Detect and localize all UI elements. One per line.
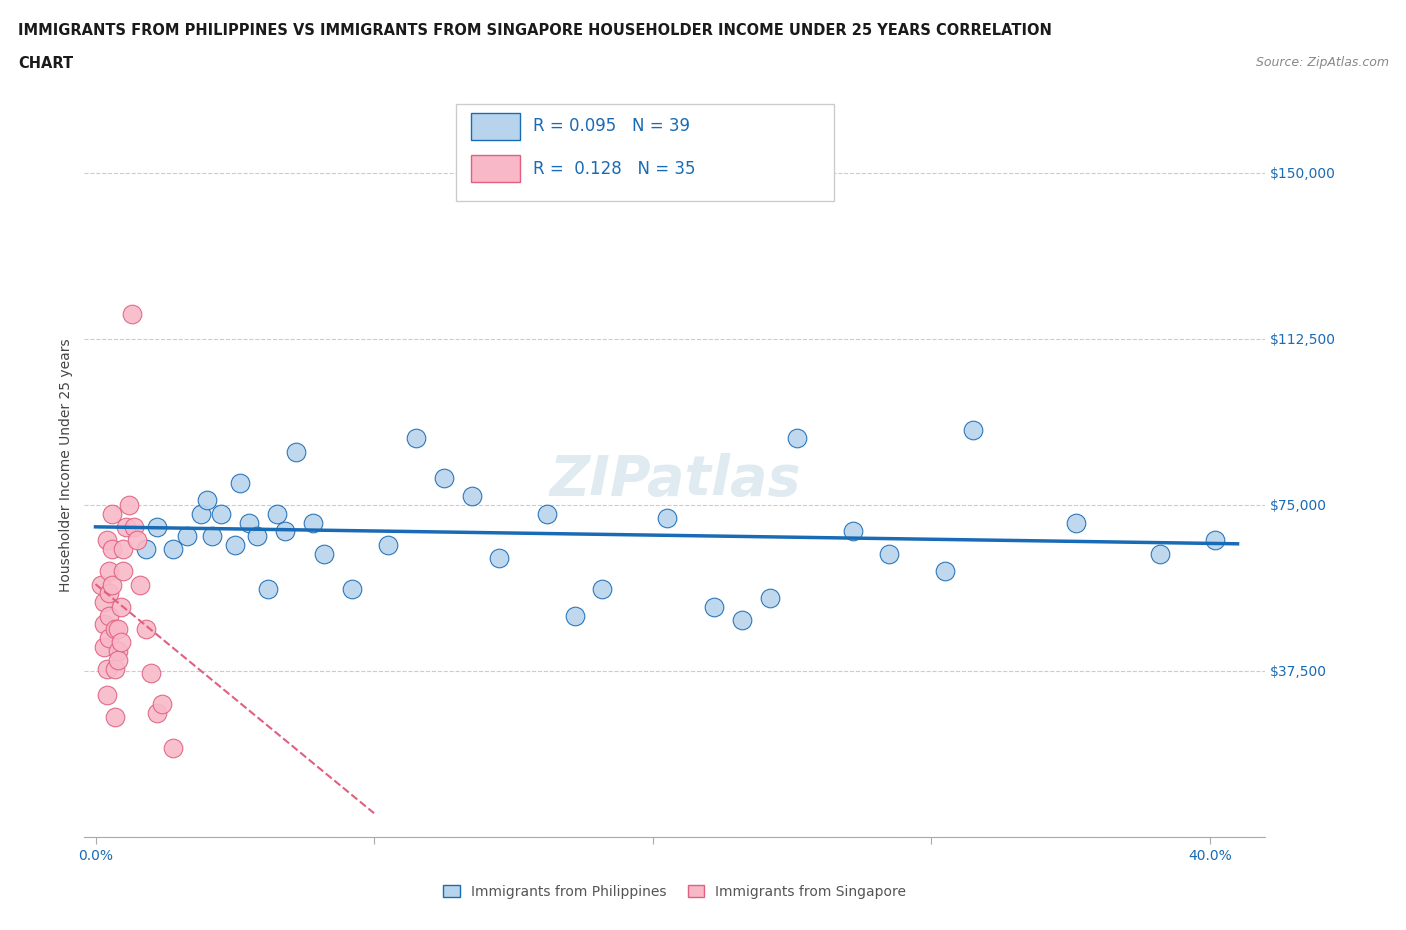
Point bbox=[266, 506, 288, 521]
Point bbox=[112, 541, 135, 556]
Point bbox=[104, 661, 127, 676]
Point bbox=[115, 520, 138, 535]
Point bbox=[460, 488, 482, 503]
Point bbox=[488, 551, 510, 565]
Point bbox=[93, 595, 115, 610]
Point bbox=[121, 307, 143, 322]
Point bbox=[93, 617, 115, 631]
Point bbox=[104, 710, 127, 724]
Point bbox=[962, 422, 984, 437]
Point bbox=[98, 631, 121, 645]
Text: Source: ZipAtlas.com: Source: ZipAtlas.com bbox=[1256, 56, 1389, 69]
Point bbox=[786, 431, 808, 445]
Point bbox=[104, 621, 127, 636]
Text: R = 0.095   N = 39: R = 0.095 N = 39 bbox=[533, 117, 690, 136]
Point bbox=[118, 498, 141, 512]
Text: ZIPatlas: ZIPatlas bbox=[550, 453, 800, 507]
Point bbox=[96, 533, 118, 548]
Point bbox=[285, 445, 308, 459]
Point bbox=[135, 541, 157, 556]
Point bbox=[433, 471, 456, 485]
Point bbox=[127, 533, 149, 548]
Point bbox=[731, 613, 754, 628]
Point bbox=[591, 581, 613, 596]
FancyBboxPatch shape bbox=[471, 155, 520, 182]
Point bbox=[162, 541, 184, 556]
Point bbox=[842, 524, 865, 538]
Point bbox=[101, 578, 124, 592]
Point bbox=[1149, 546, 1171, 561]
Point bbox=[101, 506, 124, 521]
Point bbox=[758, 591, 780, 605]
Point bbox=[879, 546, 901, 561]
Point bbox=[536, 506, 558, 521]
Point bbox=[201, 528, 224, 543]
Point bbox=[1204, 533, 1226, 548]
Point bbox=[209, 506, 232, 521]
Point bbox=[195, 493, 218, 508]
Point bbox=[124, 520, 146, 535]
Point bbox=[98, 564, 121, 578]
Point bbox=[312, 546, 335, 561]
Point bbox=[96, 661, 118, 676]
Point bbox=[107, 653, 129, 668]
Point bbox=[98, 608, 121, 623]
Point bbox=[110, 634, 132, 649]
Legend: Immigrants from Philippines, Immigrants from Singapore: Immigrants from Philippines, Immigrants … bbox=[437, 880, 912, 905]
Point bbox=[141, 666, 163, 681]
Point bbox=[96, 688, 118, 703]
Point bbox=[107, 644, 129, 658]
Point bbox=[274, 524, 297, 538]
Point bbox=[224, 538, 246, 552]
Text: IMMIGRANTS FROM PHILIPPINES VS IMMIGRANTS FROM SINGAPORE HOUSEHOLDER INCOME UNDE: IMMIGRANTS FROM PHILIPPINES VS IMMIGRANT… bbox=[18, 23, 1052, 38]
Point bbox=[93, 639, 115, 654]
Point bbox=[146, 520, 169, 535]
Point bbox=[340, 581, 363, 596]
Point bbox=[1064, 515, 1087, 530]
Point bbox=[655, 511, 678, 525]
Point bbox=[190, 506, 212, 521]
Point bbox=[110, 599, 132, 614]
Point bbox=[146, 706, 169, 721]
Point bbox=[107, 621, 129, 636]
Point bbox=[564, 608, 586, 623]
Text: R =  0.128   N = 35: R = 0.128 N = 35 bbox=[533, 160, 696, 178]
Point bbox=[98, 586, 121, 601]
Point bbox=[162, 741, 184, 756]
Point bbox=[112, 564, 135, 578]
Point bbox=[176, 528, 198, 543]
FancyBboxPatch shape bbox=[471, 113, 520, 140]
Point bbox=[129, 578, 152, 592]
Point bbox=[257, 581, 280, 596]
Point bbox=[377, 538, 399, 552]
Point bbox=[90, 578, 112, 592]
FancyBboxPatch shape bbox=[457, 104, 834, 201]
Y-axis label: Householder Income Under 25 years: Householder Income Under 25 years bbox=[59, 339, 73, 591]
Text: CHART: CHART bbox=[18, 56, 73, 71]
Point bbox=[135, 621, 157, 636]
Point bbox=[301, 515, 323, 530]
Point bbox=[934, 564, 956, 578]
Point bbox=[229, 475, 252, 490]
Point bbox=[246, 528, 269, 543]
Point bbox=[405, 431, 427, 445]
Point bbox=[703, 599, 725, 614]
Point bbox=[101, 541, 124, 556]
Point bbox=[238, 515, 260, 530]
Point bbox=[150, 697, 173, 711]
